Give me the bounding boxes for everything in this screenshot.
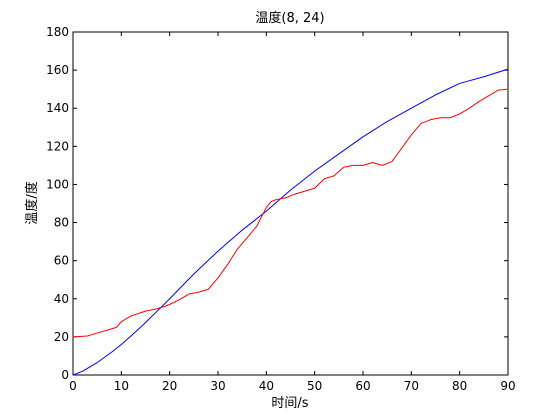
x-tick-label: 40 [259,379,274,393]
x-tick-label: 50 [307,379,322,393]
y-tick-label: 40 [54,292,69,306]
x-tick-label: 80 [452,379,467,393]
y-tick-label: 120 [46,139,69,153]
y-tick-label: 160 [46,63,69,77]
tick-labels: 0 10 20 30 40 50 60 70 80 90 0 20 40 60 80 100 120 140 160… [46,25,516,393]
x-tick-label: 0 [69,379,77,393]
y-tick-label: 60 [54,254,69,268]
y-tick-label: 80 [54,216,69,230]
y-tick-label: 100 [46,177,69,191]
series-lines [72,68,509,376]
y-tick-label: 20 [54,330,69,344]
plot-area [72,31,509,376]
x-tick-label: 20 [162,379,177,393]
x-tick-label: 10 [114,379,129,393]
series-line-0 [72,68,509,376]
series-line-1 [72,88,509,338]
x-tick-label: 70 [404,379,419,393]
x-tick-label: 60 [355,379,370,393]
y-tick-label: 0 [61,368,69,382]
y-axis-label: 温度/度 [24,181,40,224]
x-tick-label: 30 [210,379,225,393]
y-tick-label: 180 [46,25,69,39]
x-tick-label: 90 [500,379,515,393]
y-tick-label: 140 [46,101,69,115]
chart-title: 温度(8, 24) [255,10,324,26]
axis-ticks [72,31,509,376]
x-axis-label: 时间/s [271,396,308,411]
